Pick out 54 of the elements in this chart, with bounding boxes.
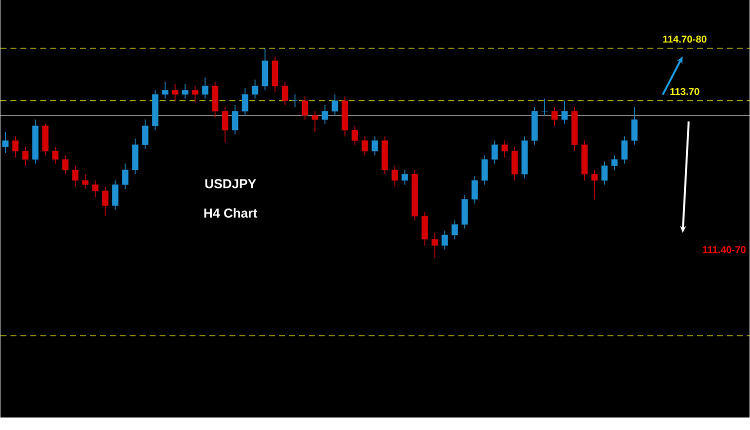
candlestick <box>232 104 238 135</box>
text: 113.70 <box>670 88 700 96</box>
candlestick <box>92 180 98 198</box>
candlestick <box>541 98 548 116</box>
candlestick <box>192 86 198 104</box>
candlestick <box>332 94 338 116</box>
candlestick <box>162 82 168 100</box>
candlestick <box>402 170 408 186</box>
text: 111.40-70 <box>702 246 746 254</box>
candlestick <box>62 155 68 175</box>
candlestick <box>242 88 248 116</box>
candlestick <box>142 119 148 150</box>
text: USDJPY <box>205 179 256 189</box>
candlestick <box>182 84 188 100</box>
candlestick <box>591 170 598 200</box>
candlestick <box>292 94 298 108</box>
candlestick <box>172 84 178 102</box>
candlestick <box>22 146 29 166</box>
candlestick <box>561 100 568 124</box>
candlestick <box>621 136 628 164</box>
candlestick <box>72 166 78 188</box>
candlestick <box>452 220 458 240</box>
candlestick <box>432 232 438 259</box>
candlestick <box>442 230 448 250</box>
candlestick <box>112 180 118 210</box>
candlestick <box>252 80 258 100</box>
candlestick <box>2 132 9 154</box>
candlestick <box>392 166 398 188</box>
candlestick <box>82 174 88 190</box>
candlestick <box>302 96 308 120</box>
text: H4 Chart <box>204 208 258 218</box>
candlestick <box>312 111 318 133</box>
candlestick <box>551 106 558 127</box>
candlestick <box>282 82 288 106</box>
candlestick <box>122 163 128 190</box>
candlestick <box>202 77 208 100</box>
candlestick <box>372 136 378 156</box>
candlestick <box>492 140 498 164</box>
candlestick <box>222 106 228 144</box>
candlestick <box>512 146 518 182</box>
candlestick <box>482 155 488 186</box>
text: 114.70-80 <box>663 36 706 43</box>
candlestick <box>52 146 58 164</box>
candlestick <box>12 136 19 158</box>
candlestick <box>611 155 618 171</box>
candlestick <box>322 104 328 124</box>
candlestick <box>601 161 608 186</box>
candlestick <box>362 136 368 156</box>
candlestick <box>472 176 478 204</box>
candlestick <box>422 212 428 246</box>
candlestick <box>102 186 108 217</box>
candlestick <box>352 126 358 146</box>
candlestick <box>631 106 638 146</box>
candlestick <box>502 140 508 158</box>
